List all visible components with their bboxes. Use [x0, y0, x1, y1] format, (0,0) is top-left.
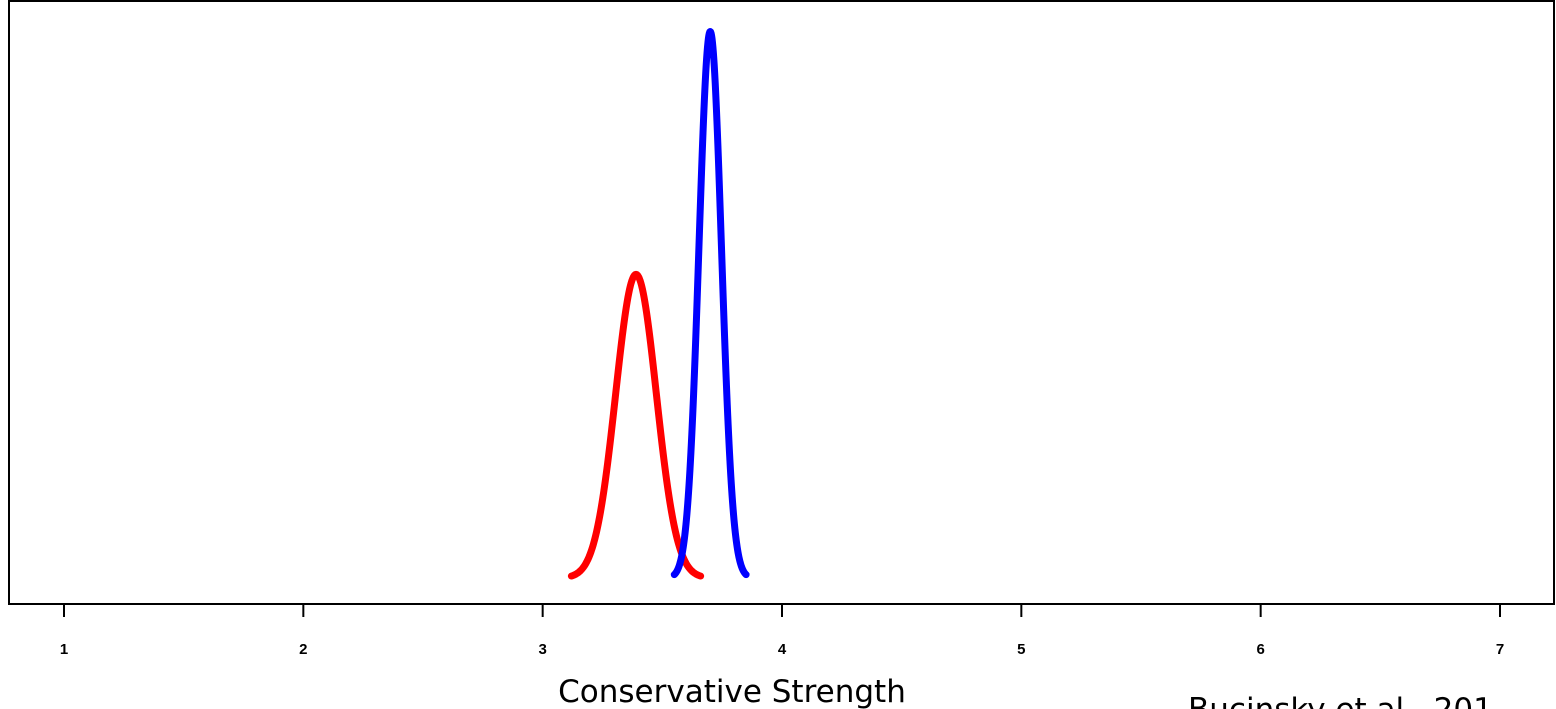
x-tick-label-5: 5	[1017, 641, 1025, 658]
x-tick-label-4: 4	[778, 641, 787, 658]
source-note: Bucinsky et al., 201	[1188, 692, 1493, 709]
density-curves	[567, 28, 750, 580]
x-ticks	[63, 604, 1501, 617]
x-tick-label-2: 2	[299, 641, 307, 658]
x-tick-label-6: 6	[1256, 641, 1264, 658]
x-axis-label: Conservative Strength	[558, 674, 906, 709]
density-curve-2	[670, 28, 750, 579]
x-tick-label-3: 3	[538, 641, 546, 658]
x-tick-labels: 1 2 3 4 5 6 7	[60, 641, 1504, 658]
x-tick-label-7: 7	[1496, 641, 1504, 658]
density-curve-1	[567, 270, 705, 580]
plot-frame	[8, 0, 1555, 605]
x-tick-label-1: 1	[60, 641, 68, 658]
